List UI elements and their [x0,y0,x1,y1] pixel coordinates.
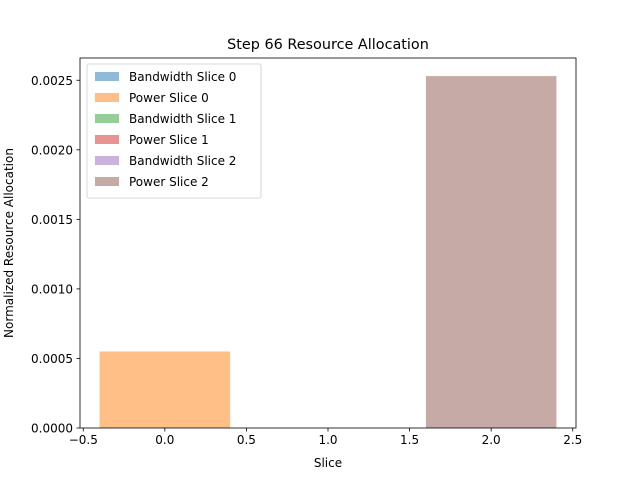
legend-label: Power Slice 2 [129,175,209,189]
legend-label: Power Slice 1 [129,133,209,147]
x-tick-label: 2.0 [482,433,501,447]
y-axis-label: Normalized Resource Allocation [2,148,16,338]
x-axis: −0.5 0.0 0.5 1.0 1.5 2.0 2.5 [69,428,582,447]
legend-swatch [95,114,119,123]
x-tick-label: −0.5 [69,433,98,447]
y-tick-label: 0.0000 [31,422,73,436]
legend-swatch [95,72,119,81]
y-tick-label: 0.0020 [31,143,73,157]
x-tick-label: 0.5 [237,433,256,447]
chart-title: Step 66 Resource Allocation [227,37,429,53]
legend-box [86,63,262,199]
x-axis-label: Slice [314,456,342,470]
x-tick-label: 0.0 [155,433,174,447]
bar-power-slice-0 [99,351,231,428]
x-tick-label: 2.5 [563,433,582,447]
plot-frame [79,57,577,429]
legend-swatch [95,177,119,186]
y-tick-label: 0.0015 [31,213,73,227]
legend-swatch [95,135,119,144]
bars [99,76,557,429]
legend-label: Bandwidth Slice 1 [129,112,236,126]
legend-label: Bandwidth Slice 0 [129,70,236,84]
legend-label: Power Slice 0 [129,91,209,105]
legend-swatch [95,93,119,102]
y-tick-label: 0.0010 [31,282,73,296]
x-tick-label: 1.0 [318,433,337,447]
legend: Bandwidth Slice 0 Power Slice 0 Bandwidth … [86,63,262,199]
y-tick-label: 0.0005 [31,352,73,366]
bar-power-slice-2 [425,76,557,429]
legend-swatch [95,156,119,165]
y-axis: 0.0000 0.0005 0.0010 0.0015 0.0020 0.0025 [31,74,80,436]
x-tick-label: 1.5 [400,433,419,447]
y-tick-label: 0.0025 [31,74,73,88]
legend-label: Bandwidth Slice 2 [129,154,236,168]
